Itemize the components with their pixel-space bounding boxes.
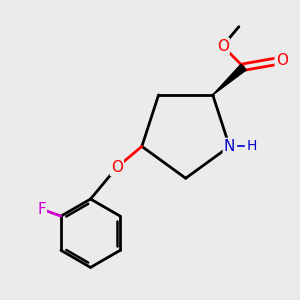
- Text: O: O: [217, 38, 229, 53]
- Text: F: F: [37, 202, 46, 217]
- Text: N: N: [224, 139, 235, 154]
- Text: H: H: [247, 140, 257, 153]
- Polygon shape: [213, 64, 246, 95]
- Text: O: O: [276, 53, 288, 68]
- Text: O: O: [111, 160, 123, 175]
